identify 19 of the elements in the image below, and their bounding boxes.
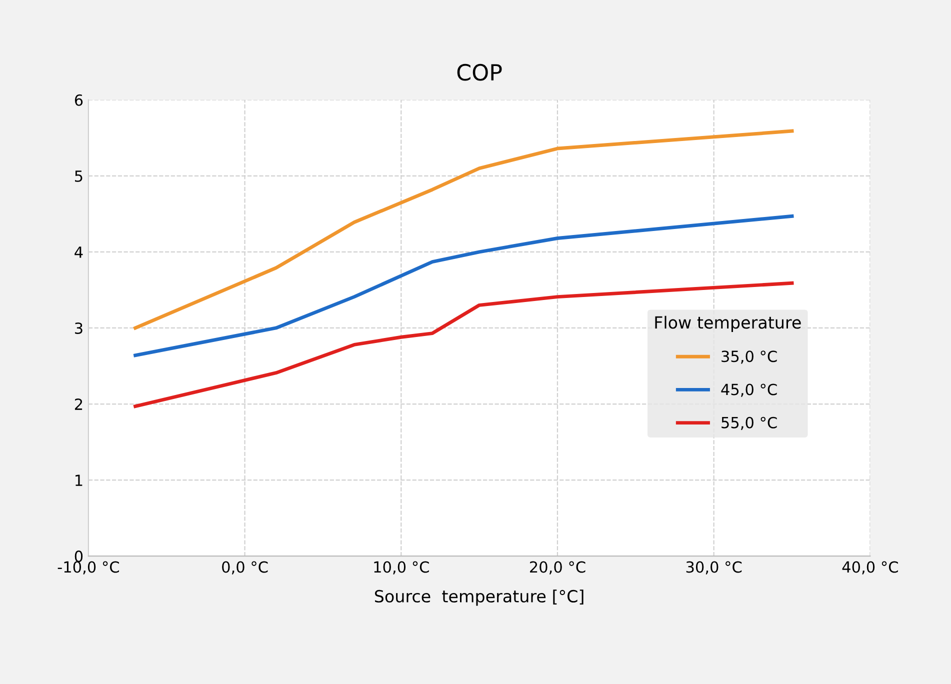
y-tick-label: 0 <box>74 550 83 562</box>
x-tick-label: 0,0 °C <box>222 561 268 574</box>
x-axis-title: Source temperature [°C] <box>374 590 584 606</box>
x-tick-label: 30,0 °C <box>686 561 742 574</box>
x-tick-label: 10,0 °C <box>374 561 429 574</box>
y-tick-label: 4 <box>74 246 83 258</box>
y-tick-label: 2 <box>74 398 82 410</box>
chart-title: COP <box>457 64 502 81</box>
y-tick-label: 3 <box>75 322 82 334</box>
x-tick-label: 20,0 °C <box>530 561 586 574</box>
x-tick-label: 40,0 °C <box>842 561 898 574</box>
x-tick-label: -10,0 °C <box>58 561 119 574</box>
legend-label: 55,0 °C <box>722 416 777 430</box>
y-tick-label: 6 <box>74 94 83 106</box>
legend-label: 35,0 °C <box>722 350 777 364</box>
y-tick-label: 1 <box>76 474 82 486</box>
legend-label: 45,0 °C <box>721 384 777 397</box>
legend-title: Flow temperature <box>655 316 801 332</box>
y-tick-label: 5 <box>75 170 82 182</box>
